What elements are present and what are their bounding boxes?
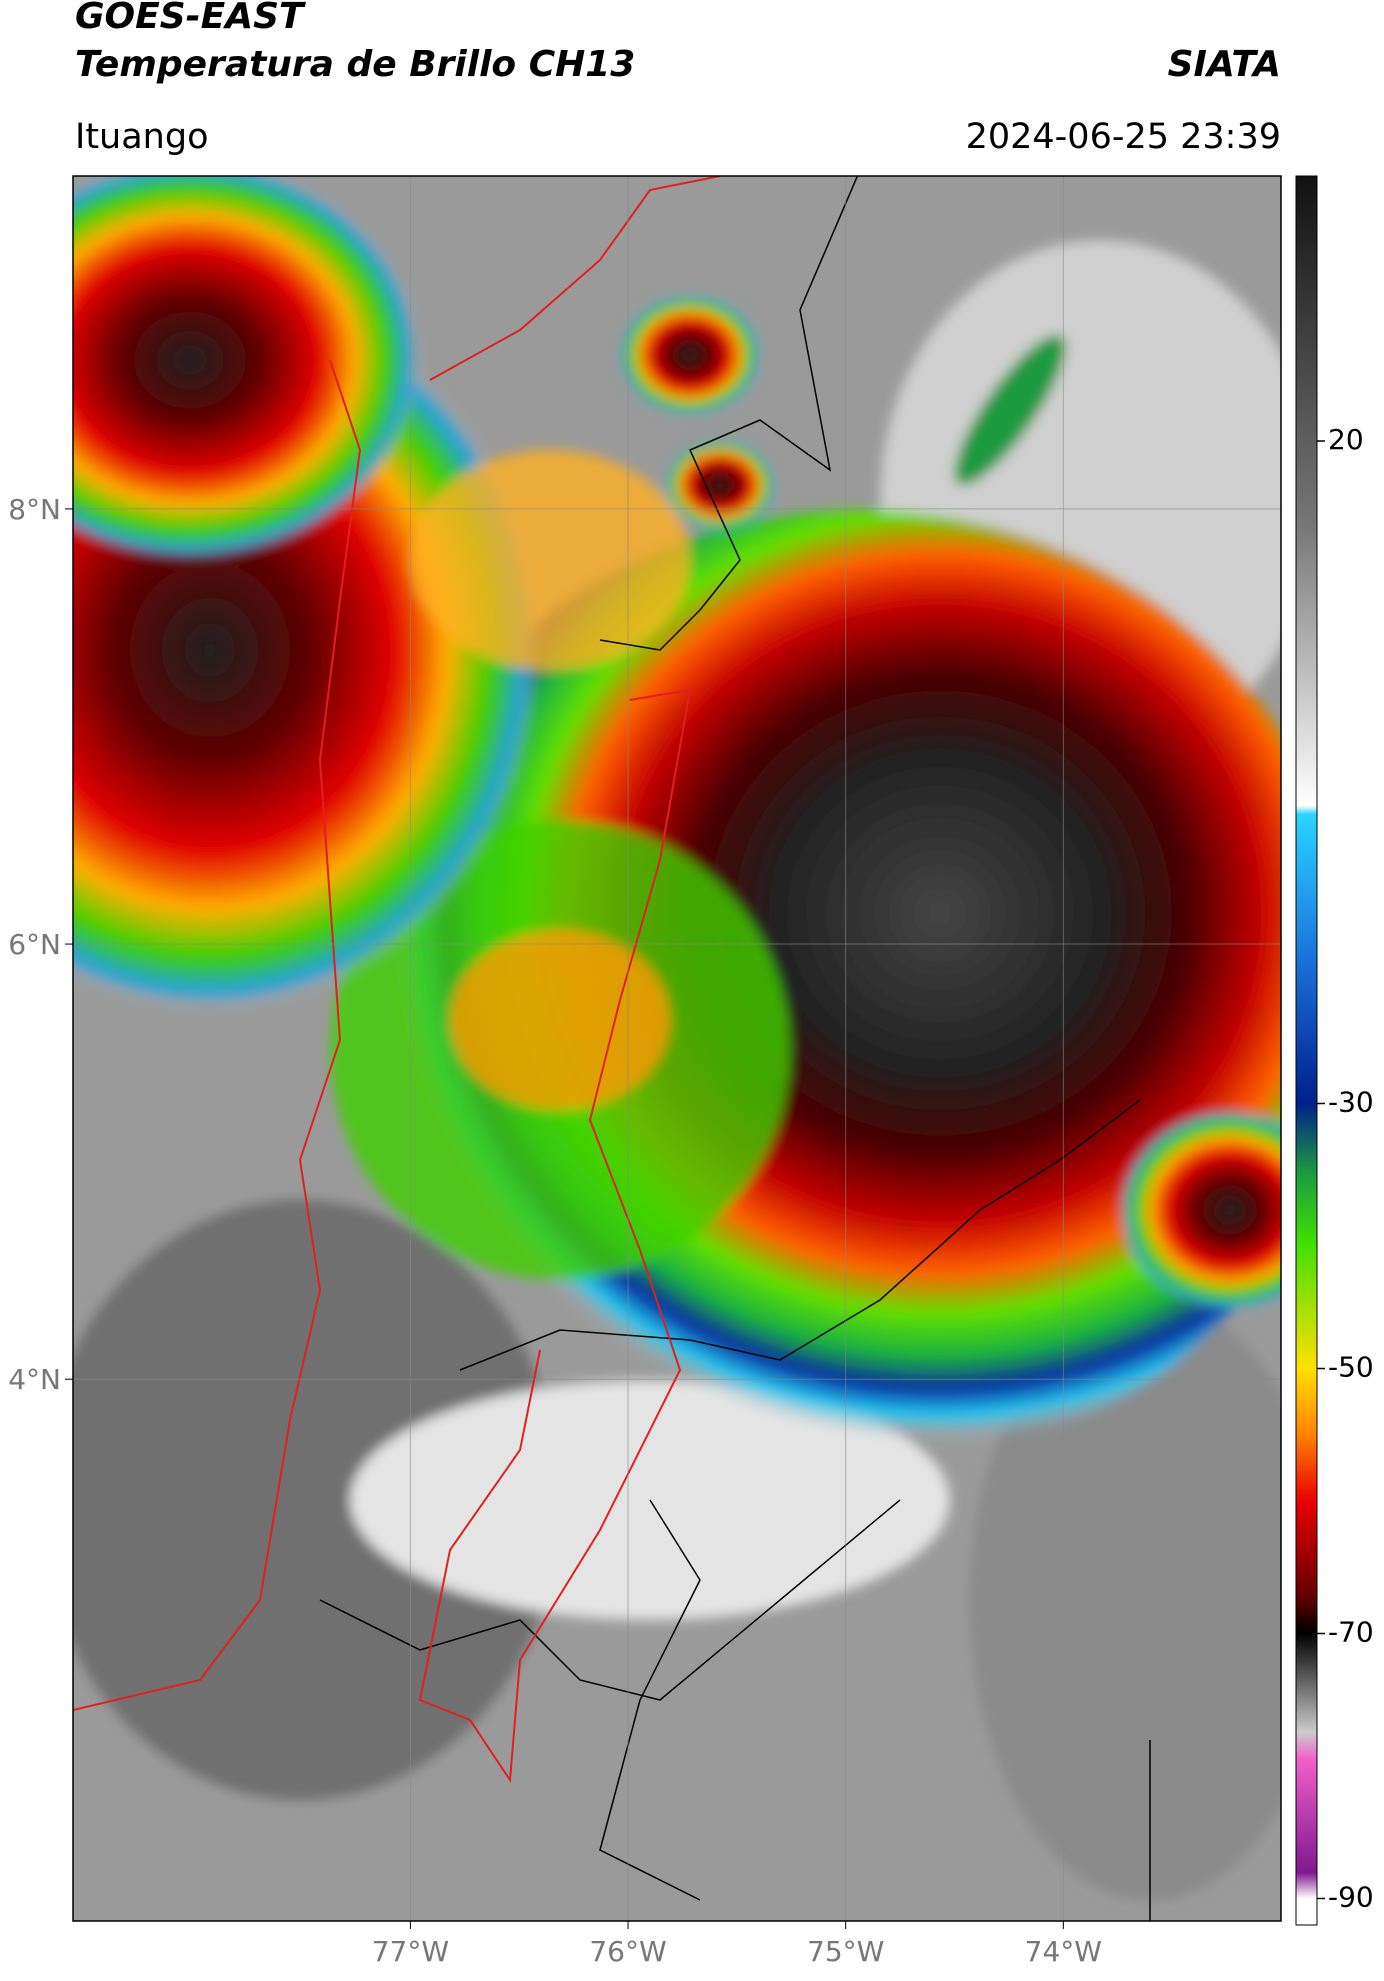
x-tick-label: 75°W	[807, 1935, 884, 1968]
x-tick-label: 77°W	[372, 1935, 449, 1968]
y-tick-label: 6°N	[8, 928, 61, 961]
x-tick-label: 76°W	[589, 1935, 666, 1968]
agency: SIATA	[1168, 44, 1281, 85]
title: GOES-EAST	[75, 0, 306, 37]
grid	[73, 176, 1281, 1921]
y-tick-label: 4°N	[8, 1363, 61, 1396]
datetime: 2024-06-25 23:39	[966, 117, 1281, 157]
subtitle: Temperatura de Brillo CH13	[75, 44, 635, 85]
x-tick-label: 74°W	[1025, 1935, 1102, 1968]
satellite-image	[73, 176, 1281, 1921]
colorbar-tick-label: -70	[1328, 1616, 1374, 1649]
colorbar-tick-label: -90	[1328, 1881, 1374, 1914]
map-frame	[72, 175, 1282, 1922]
y-tick-label: 8°N	[8, 493, 61, 526]
colorbar	[1295, 175, 1318, 1926]
colorbar-tick-label: -50	[1328, 1351, 1374, 1384]
colorbar-tick-label: 20	[1328, 423, 1364, 456]
colorbar-tick-label: -30	[1328, 1086, 1374, 1119]
location: Ituango	[75, 117, 209, 157]
